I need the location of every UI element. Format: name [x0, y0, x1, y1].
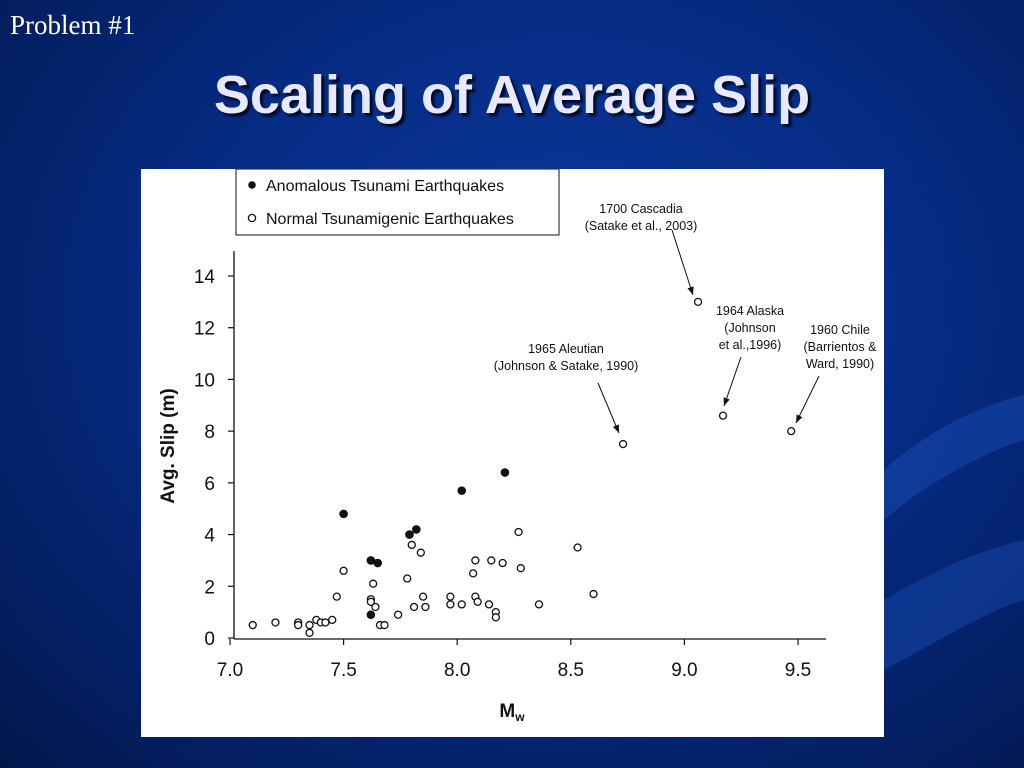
y-tick-label: 0	[204, 629, 215, 650]
annotation-arrowhead	[796, 414, 803, 423]
point-anomalous	[405, 530, 414, 539]
point-normal	[328, 615, 337, 625]
x-axis-label: Mw	[499, 701, 525, 724]
point-normal	[487, 556, 496, 565]
x-axis-label-subscript: w	[514, 710, 525, 724]
x-tick-label: 8.5	[558, 660, 584, 681]
annotation-arrow	[795, 375, 820, 424]
point-anomalous	[500, 468, 510, 477]
point-normal	[421, 602, 430, 612]
point-normal	[418, 592, 428, 601]
annotation-line: et al.,1996)	[719, 338, 782, 352]
annotation-line: Ward, 1990)	[806, 357, 874, 371]
point-normal	[321, 618, 330, 627]
point-normal	[457, 600, 466, 609]
x-tick-label: 8.0	[444, 660, 470, 681]
point-normal	[294, 620, 303, 630]
annotation-label: 1700 Cascadia (Satake et al., 2003)	[585, 202, 698, 233]
point-normal	[332, 592, 341, 601]
legend-marker-anomalous	[248, 181, 256, 189]
point-normal	[618, 439, 628, 449]
point-normal	[416, 548, 425, 557]
legend-marker-normal	[247, 213, 257, 223]
annotation-line: (Satake et al., 2003)	[585, 219, 698, 233]
point-normal	[491, 613, 500, 622]
annotation-arrowhead	[612, 424, 619, 433]
point-normal	[339, 566, 348, 575]
point-normal	[471, 556, 480, 565]
point-normal	[446, 600, 455, 609]
point-normal	[787, 426, 796, 436]
point-normal	[473, 597, 482, 606]
point-normal	[371, 602, 380, 612]
point-normal	[516, 564, 525, 573]
point-anomalous	[457, 486, 467, 495]
annotation-line: (Johnson	[724, 321, 775, 335]
annotation-arrowhead	[723, 397, 730, 406]
x-tick-label: 9.5	[785, 660, 811, 681]
x-tick-label: 9.0	[671, 660, 697, 681]
legend-label-anomalous: Anomalous Tsunami Earthquakes	[266, 178, 504, 195]
annotation-line: (Johnson & Satake, 1990)	[494, 359, 639, 373]
point-normal	[271, 618, 280, 627]
point-normal	[534, 600, 544, 609]
annotation-arrow	[723, 356, 742, 407]
y-tick-label: 12	[194, 319, 215, 340]
point-normal	[368, 579, 378, 588]
slide-title: Scaling of Average Slip	[213, 65, 811, 125]
point-normal	[573, 543, 582, 552]
legend-box	[235, 169, 560, 236]
scatter-chart: 0 2 4 6 8 10 12 14 7.0 7.5 8.0 8.5 9.0 9.5 1700 Casca…	[158, 169, 878, 724]
annotation-arrow	[671, 229, 694, 296]
point-normal	[393, 610, 403, 619]
point-anomalous	[339, 509, 348, 519]
x-tick-label: 7.0	[217, 660, 243, 681]
point-normal	[693, 297, 703, 307]
legend: Anomalous Tsunami Earthquakes Normal Tsu…	[235, 169, 560, 236]
plot-panel: 0 2 4 6 8 10 12 14 7.0 7.5 8.0 8.5 9.0 9.5 1700 Casca…	[141, 169, 884, 737]
annotation-line: (Barrientos &	[804, 340, 878, 354]
point-normal	[366, 597, 376, 606]
legend-label-normal: Normal Tsunamigenic Earthquakes	[266, 211, 514, 228]
y-tick-label: 10	[194, 370, 215, 391]
point-normal	[446, 592, 455, 601]
y-tick-label: 2	[204, 577, 215, 598]
point-normal	[248, 620, 257, 630]
annotation-line: 1965 Aleutian	[528, 342, 604, 356]
x-axis-label-main: M	[499, 701, 515, 722]
point-normal	[407, 540, 416, 550]
y-tick-label: 4	[204, 526, 215, 547]
point-anomalous	[412, 525, 421, 534]
y-tick-label: 6	[204, 474, 215, 495]
y-tick-label: 14	[194, 267, 216, 288]
annotation-label: 1964 Alaska (Johnson et al.,1996)	[716, 304, 784, 352]
y-axis-label: Avg. Slip (m)	[158, 388, 179, 503]
point-normal	[305, 628, 314, 637]
point-normal	[380, 620, 389, 630]
point-normal	[305, 620, 314, 630]
x-tick-label: 7.5	[330, 660, 356, 681]
annotation-line: 1964 Alaska	[716, 304, 784, 318]
point-normal	[468, 569, 478, 578]
point-normal	[718, 411, 728, 420]
annotation-label: 1965 Aleutian (Johnson & Satake, 1990)	[494, 342, 639, 373]
point-normal	[403, 574, 412, 583]
point-normal	[498, 558, 507, 568]
annotation-arrowhead	[687, 286, 694, 295]
annotation-arrow	[597, 382, 620, 434]
point-anomalous	[373, 558, 382, 568]
annotation-line: 1960 Chile	[810, 323, 870, 337]
point-normal	[409, 602, 419, 612]
point-normal	[484, 600, 494, 609]
slide-label: Problem #1	[10, 10, 136, 40]
y-tick-label: 8	[204, 422, 215, 443]
point-normal	[589, 589, 598, 599]
annotation-line: 1700 Cascadia	[599, 202, 682, 216]
point-anomalous	[366, 610, 376, 620]
annotation-label: 1960 Chile (Barrientos & Ward, 1990)	[804, 323, 878, 371]
point-normal	[514, 527, 523, 537]
